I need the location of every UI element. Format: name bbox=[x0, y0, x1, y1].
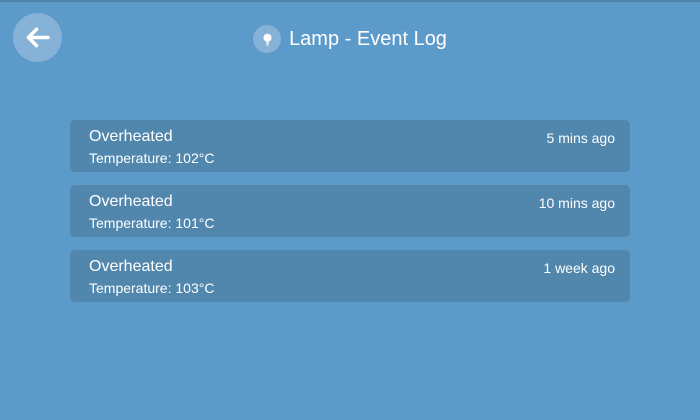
back-button[interactable] bbox=[13, 13, 62, 62]
event-detail: Temperature: 101°C bbox=[89, 215, 215, 231]
window-top-edge bbox=[0, 0, 700, 2]
event-list: Overheated Temperature: 102°C 5 mins ago… bbox=[70, 120, 630, 302]
header: Lamp - Event Log bbox=[0, 0, 700, 80]
event-name: Overheated bbox=[89, 128, 173, 145]
event-list-item[interactable]: Overheated Temperature: 102°C 5 mins ago bbox=[70, 120, 630, 172]
arrow-left-icon bbox=[24, 26, 51, 49]
event-timestamp: 5 mins ago bbox=[546, 130, 615, 146]
event-detail: Temperature: 103°C bbox=[89, 280, 215, 296]
event-detail: Temperature: 102°C bbox=[89, 150, 215, 166]
event-name: Overheated bbox=[89, 193, 173, 210]
event-list-item[interactable]: Overheated Temperature: 101°C 10 mins ag… bbox=[70, 185, 630, 237]
event-name: Overheated bbox=[89, 258, 173, 275]
event-timestamp: 1 week ago bbox=[543, 260, 615, 276]
page-title-group: Lamp - Event Log bbox=[0, 25, 700, 53]
event-timestamp: 10 mins ago bbox=[538, 195, 615, 211]
event-list-item[interactable]: Overheated Temperature: 103°C 1 week ago bbox=[70, 250, 630, 302]
lightbulb-icon bbox=[253, 25, 282, 53]
page-title: Lamp - Event Log bbox=[289, 28, 447, 50]
